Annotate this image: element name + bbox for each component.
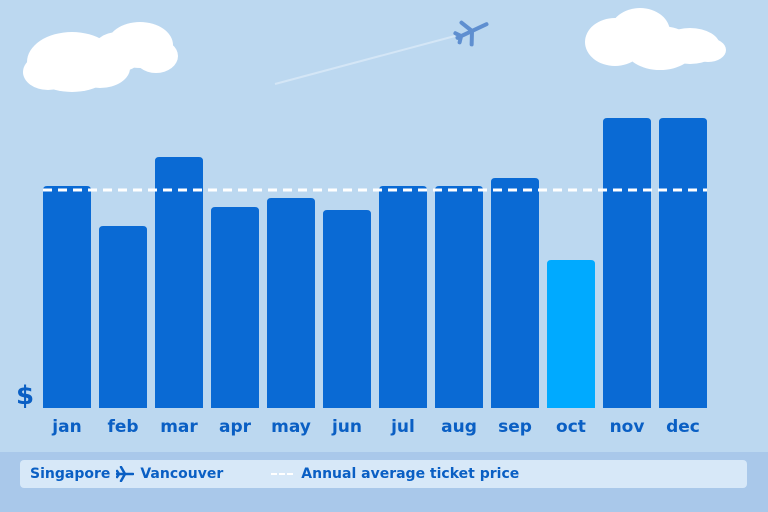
contrail-line bbox=[274, 35, 456, 85]
y-axis-currency-label: $ bbox=[16, 381, 34, 411]
x-tick-label-nov: nov bbox=[610, 417, 645, 437]
x-tick-label-aug: aug bbox=[441, 417, 477, 437]
legend-dash-sample bbox=[271, 473, 294, 475]
x-tick-label-jan: jan bbox=[51, 417, 81, 437]
x-tick-label-apr: apr bbox=[219, 417, 252, 437]
x-tick-label-mar: mar bbox=[160, 417, 198, 437]
x-tick-label-feb: feb bbox=[107, 417, 138, 437]
legend-average: Annual average ticket price bbox=[271, 466, 519, 482]
legend-route: Singapore Vancouver bbox=[30, 466, 223, 482]
bar-jun bbox=[323, 210, 371, 408]
legend-destination: Vancouver bbox=[140, 466, 224, 482]
legend-average-label: Annual average ticket price bbox=[301, 466, 520, 482]
bar-aug bbox=[435, 186, 483, 408]
x-tick-label-jun: jun bbox=[331, 417, 362, 437]
airplane-sky-icon bbox=[453, 20, 489, 47]
x-tick-label-dec: dec bbox=[666, 417, 700, 437]
cloud-icon-right bbox=[585, 8, 726, 70]
x-tick-label-jul: jul bbox=[390, 417, 415, 437]
x-tick-label-sep: sep bbox=[498, 417, 532, 437]
bar-sep bbox=[491, 178, 539, 408]
bar-dec bbox=[659, 118, 707, 408]
airplane-icon bbox=[116, 466, 135, 482]
x-tick-label-oct: oct bbox=[556, 417, 586, 437]
cloud-icon-left bbox=[23, 22, 178, 92]
legend: Singapore Vancouver Annual average ticke… bbox=[20, 460, 747, 488]
bar-feb bbox=[99, 226, 147, 408]
bar-apr bbox=[211, 207, 259, 408]
bar-may bbox=[267, 198, 315, 408]
bar-mar bbox=[155, 157, 203, 408]
x-tick-label-may: may bbox=[271, 417, 311, 437]
bar-nov bbox=[603, 118, 651, 408]
bar-oct bbox=[547, 260, 595, 408]
bar-jan bbox=[43, 186, 91, 408]
bar-jul bbox=[379, 186, 427, 408]
legend-origin: Singapore bbox=[30, 466, 111, 482]
